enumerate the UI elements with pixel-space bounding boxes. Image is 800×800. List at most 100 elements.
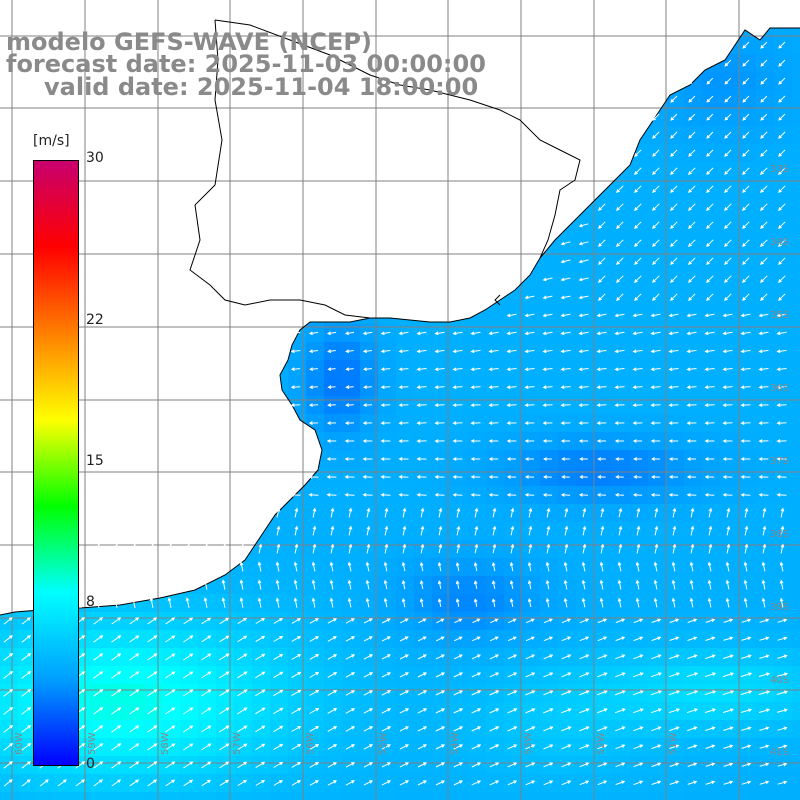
- wind-arrow: [182, 475, 193, 479]
- field-cell: [684, 774, 703, 793]
- wind-arrow: [3, 635, 13, 643]
- field-cell: [252, 648, 271, 667]
- wind-arrow: [687, 780, 698, 785]
- wind-arrow: [689, 579, 694, 590]
- wind-arrow: [579, 780, 590, 786]
- field-cell: [360, 630, 379, 649]
- wind-arrow: [706, 149, 714, 157]
- field-cell: [414, 756, 433, 775]
- wind-arrow: [654, 507, 659, 518]
- wind-arrow: [670, 167, 678, 175]
- field-cell: [0, 684, 19, 703]
- field-cell: [666, 612, 685, 631]
- field-cell: [648, 558, 667, 577]
- wind-arrow: [543, 618, 553, 624]
- wind-arrow: [669, 726, 680, 732]
- wind-arrow: [237, 617, 248, 625]
- wind-arrow: [200, 439, 211, 443]
- wind-arrow: [239, 597, 244, 608]
- field-cell: [468, 720, 487, 739]
- field-cell: [378, 792, 397, 800]
- field-cell: [576, 234, 595, 253]
- wind-arrow: [633, 744, 644, 750]
- wind-arrow: [634, 77, 642, 85]
- wind-arrow: [758, 385, 769, 390]
- wind-arrow: [470, 349, 481, 354]
- field-cell: [702, 522, 721, 541]
- wind-arrow: [707, 597, 712, 608]
- wind-arrow: [452, 403, 463, 407]
- wind-arrow: [600, 543, 605, 554]
- wind-arrow: [688, 293, 696, 301]
- wind-arrow: [275, 579, 280, 590]
- field-cell: [702, 720, 721, 739]
- field-cell: [666, 288, 685, 307]
- wind-arrow: [743, 597, 748, 608]
- wind-arrow: [93, 671, 104, 679]
- model-title: modelo GEFS-WAVE (NCEP): [6, 28, 372, 56]
- wind-arrow: [488, 439, 499, 443]
- wind-arrow: [578, 223, 589, 228]
- wind-arrow: [438, 507, 443, 518]
- field-cell: [666, 216, 685, 235]
- wind-arrow: [722, 457, 733, 461]
- wind-arrow: [704, 421, 715, 425]
- field-cell: [702, 756, 721, 775]
- wind-arrow: [760, 275, 768, 283]
- wind-arrow: [669, 654, 680, 660]
- wind-arrow: [724, 275, 732, 283]
- wind-arrow: [129, 725, 140, 733]
- field-cell: [558, 720, 577, 739]
- wind-arrow: [506, 367, 517, 372]
- wind-arrow: [272, 457, 283, 461]
- wind-arrow: [578, 349, 589, 354]
- field-cell: [360, 612, 379, 631]
- wind-arrow: [653, 579, 658, 590]
- field-cell: [648, 792, 667, 800]
- field-cell: [342, 774, 361, 793]
- wind-arrow: [616, 59, 624, 67]
- wind-arrow: [255, 707, 266, 715]
- field-cell: [468, 630, 487, 649]
- wind-arrow: [183, 653, 194, 661]
- wind-arrow: [778, 257, 786, 265]
- wind-arrow: [651, 780, 662, 785]
- field-cell: [486, 576, 505, 595]
- wind-arrow: [776, 367, 787, 372]
- wind-arrow: [182, 457, 193, 461]
- wind-arrow: [561, 744, 572, 750]
- field-cell: [702, 540, 721, 559]
- field-cell: [576, 504, 595, 523]
- field-cell: [216, 630, 235, 649]
- wind-arrow: [347, 597, 352, 608]
- field-cell: [360, 756, 379, 775]
- wind-arrow: [524, 331, 535, 336]
- field-cell: [540, 576, 559, 595]
- field-cell: [594, 198, 613, 217]
- field-cell: [792, 504, 800, 523]
- wind-arrow: [686, 313, 697, 318]
- wind-arrow: [742, 95, 750, 103]
- field-cell: [738, 270, 757, 289]
- wind-arrow: [524, 313, 535, 318]
- wind-arrow: [111, 635, 122, 643]
- wind-arrow: [760, 221, 768, 229]
- field-cell: [576, 558, 595, 577]
- field-cell: [648, 234, 667, 253]
- field-cell: [558, 522, 577, 541]
- wind-arrow: [93, 617, 104, 625]
- field-cell: [558, 504, 577, 523]
- field-cell: [792, 702, 800, 721]
- wind-arrow: [363, 636, 373, 642]
- wind-arrow: [633, 726, 644, 732]
- wind-arrow: [221, 597, 226, 608]
- field-cell: [324, 540, 343, 559]
- field-cell: [756, 666, 775, 685]
- wind-arrow: [218, 457, 229, 461]
- field-cell: [324, 666, 343, 685]
- field-cell: [630, 198, 649, 217]
- wind-arrow: [742, 275, 750, 283]
- wind-arrow: [634, 203, 642, 211]
- field-cell: [720, 720, 739, 739]
- wind-arrow: [652, 149, 660, 157]
